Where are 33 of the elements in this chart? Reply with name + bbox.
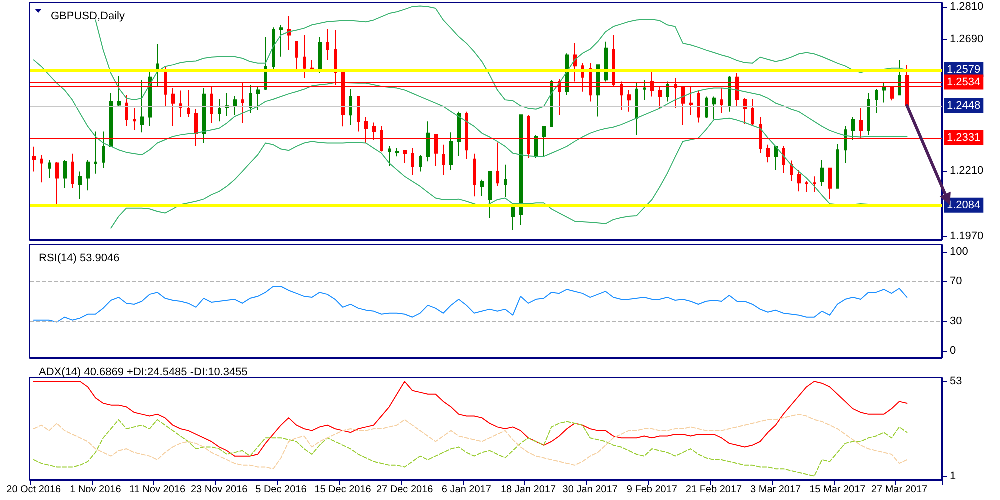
chart-title: ADX(14) 40.6869 +DI:24.5485 -DI:10.3455 xyxy=(39,366,248,378)
y-tick-label: 1.1970 xyxy=(950,230,984,242)
y-tick-label: 1.2690 xyxy=(950,34,984,46)
x-tick-label: 27 Dec 2016 xyxy=(376,484,434,496)
x-tick-label: 21 Feb 2017 xyxy=(686,484,743,496)
y-tick-label: 30 xyxy=(950,315,962,328)
x-tick-label: 27 Mar 2017 xyxy=(871,484,928,496)
y-tick-label: 70 xyxy=(950,276,962,288)
y-tick-label: 53 xyxy=(950,376,962,388)
y-tick-label: 1.2810 xyxy=(950,0,984,13)
x-tick-label: 6 Jan 2017 xyxy=(442,484,492,496)
x-tick-label: 18 Jan 2017 xyxy=(500,484,556,496)
ref-line-label: 1.2579 xyxy=(947,64,981,76)
x-tick-label: 15 Mar 2017 xyxy=(810,484,866,496)
x-tick-label: 23 Nov 2016 xyxy=(190,484,248,496)
x-tick-label: 30 Jan 2017 xyxy=(562,484,618,496)
x-tick-label: 11 Nov 2016 xyxy=(130,484,186,496)
text: RSI(14) 53.9046 xyxy=(39,252,120,264)
x-tick-label: 15 Dec 2016 xyxy=(314,484,372,496)
y-tick-label: 1 xyxy=(950,470,956,482)
x-tick-label: 3 Mar 2017 xyxy=(750,484,802,496)
ref-line-label: 1.2331 xyxy=(947,132,981,144)
x-tick-label: 9 Feb 2017 xyxy=(626,484,678,496)
x-tick-label: 1 Nov 2016 xyxy=(70,484,122,496)
y-tick-label: 100 xyxy=(950,246,968,258)
text: GBPUSD,Daily xyxy=(51,10,126,22)
ref-line-label: 1.2534 xyxy=(947,76,981,88)
ref-line-label: 1.2084 xyxy=(947,199,981,212)
x-tick-label: 5 Dec 2016 xyxy=(256,484,308,496)
x-tick-label: 20 Oct 2016 xyxy=(6,484,62,496)
ref-line-label: 1.2448 xyxy=(947,100,981,112)
y-tick-label: 0 xyxy=(950,345,956,358)
y-tick-label: 1.2210 xyxy=(950,164,984,177)
